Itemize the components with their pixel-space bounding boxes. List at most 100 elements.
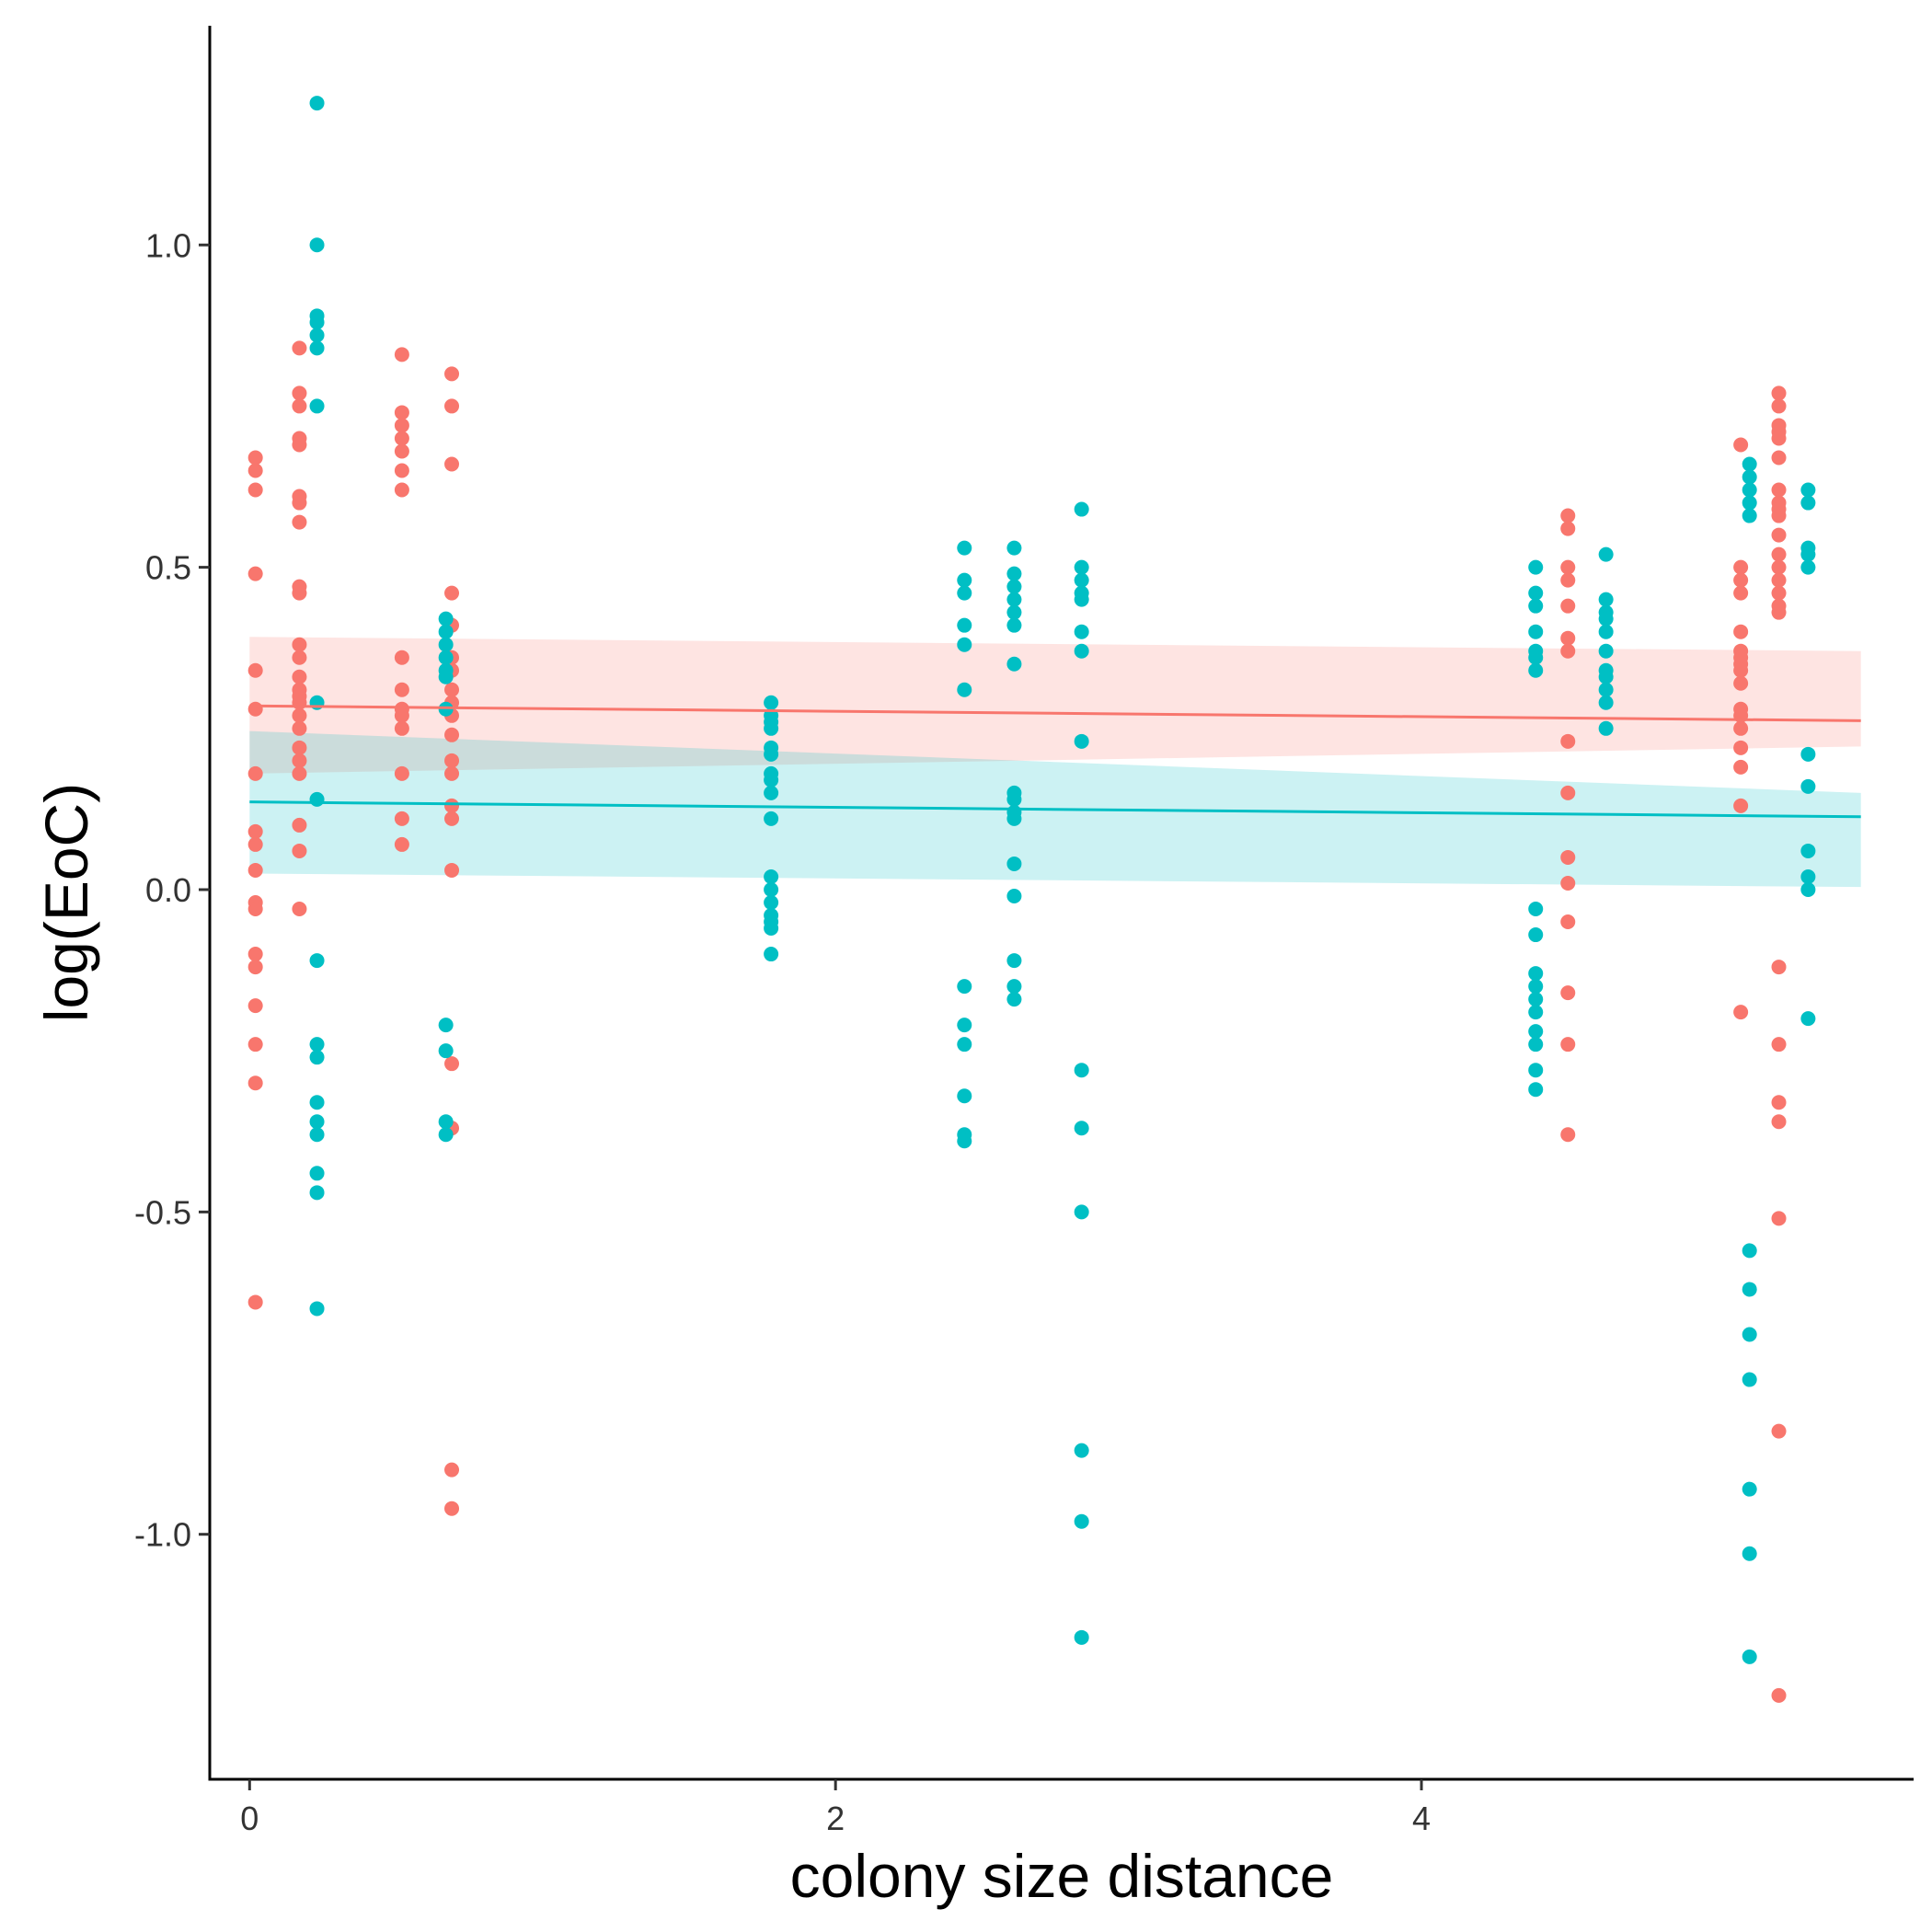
data-point: [1074, 592, 1089, 607]
data-point: [1771, 604, 1787, 620]
data-point: [1598, 546, 1614, 562]
data-point: [1074, 1121, 1089, 1136]
data-point: [1742, 1372, 1757, 1387]
data-point: [1733, 740, 1749, 755]
data-point: [247, 862, 263, 878]
data-point: [1006, 617, 1022, 633]
data-point: [1560, 875, 1576, 891]
data-point: [1733, 585, 1749, 601]
data-point: [957, 1133, 972, 1149]
data-point: [292, 740, 307, 755]
data-point: [957, 540, 972, 556]
data-point: [292, 385, 307, 401]
data-point: [1560, 598, 1576, 614]
data-point: [1733, 675, 1749, 691]
data-point: [444, 798, 460, 813]
x-axis-title: colony size distance: [790, 1842, 1334, 1910]
data-point: [1560, 508, 1576, 523]
data-point: [1006, 579, 1022, 594]
data-point: [309, 1185, 325, 1201]
data-point: [764, 921, 779, 937]
data-point: [247, 998, 263, 1014]
data-point: [1742, 1481, 1757, 1497]
data-point: [957, 1018, 972, 1033]
data-point: [1771, 431, 1787, 446]
data-point: [1771, 559, 1787, 575]
data-point: [1560, 985, 1576, 1001]
data-point: [1800, 495, 1816, 511]
data-point: [1742, 1243, 1757, 1259]
data-point: [1560, 643, 1576, 659]
data-point: [1742, 469, 1757, 485]
data-point: [1771, 960, 1787, 975]
data-point: [1560, 733, 1576, 749]
data-point: [1733, 437, 1749, 453]
data-point: [292, 765, 307, 781]
data-point: [1528, 585, 1544, 601]
data-point: [1800, 482, 1816, 498]
data-point: [394, 836, 409, 852]
data-point: [1006, 656, 1022, 672]
data-point: [438, 1043, 454, 1059]
data-point: [292, 340, 307, 356]
data-point: [444, 682, 460, 697]
data-point: [1560, 630, 1576, 646]
y-tick-label: 0.5: [145, 549, 191, 587]
data-point: [247, 662, 263, 678]
data-point: [444, 753, 460, 768]
data-point: [1006, 888, 1022, 903]
data-point: [309, 1037, 325, 1052]
x-tick-label: 2: [826, 1800, 845, 1837]
data-point: [1742, 1546, 1757, 1561]
data-point: [1006, 979, 1022, 995]
data-point: [1560, 849, 1576, 865]
data-point: [1742, 482, 1757, 498]
data-point: [1598, 695, 1614, 710]
data-point: [309, 96, 325, 111]
data-point: [764, 720, 779, 736]
data-point: [1771, 1095, 1787, 1110]
data-point: [247, 482, 263, 498]
data-point: [438, 1127, 454, 1143]
data-point: [1598, 624, 1614, 639]
y-tick-label: 0.0: [145, 871, 191, 909]
data-point: [1733, 572, 1749, 588]
data-point: [1800, 843, 1816, 858]
data-points: [247, 96, 1816, 1703]
data-point: [1598, 611, 1614, 627]
data-point: [394, 418, 409, 433]
data-point: [957, 979, 972, 995]
data-point: [1771, 450, 1787, 466]
data-point: [957, 585, 972, 601]
data-point: [1074, 733, 1089, 749]
data-point: [247, 1037, 263, 1052]
data-point: [1528, 598, 1544, 614]
data-point: [292, 398, 307, 414]
data-point: [292, 650, 307, 665]
data-point: [1560, 914, 1576, 930]
data-point: [1528, 979, 1544, 995]
data-point: [764, 785, 779, 800]
data-point: [444, 811, 460, 826]
data-point: [1528, 1005, 1544, 1020]
data-point: [1733, 624, 1749, 639]
data-point: [1528, 966, 1544, 982]
data-point: [394, 482, 409, 498]
fit-line-1: [249, 800, 1861, 819]
data-point: [1074, 1513, 1089, 1529]
data-point: [764, 811, 779, 826]
data-point: [394, 707, 409, 723]
data-point: [957, 1037, 972, 1052]
data-point: [957, 572, 972, 588]
data-point: [444, 1462, 460, 1478]
data-point: [292, 437, 307, 453]
data-point: [1528, 624, 1544, 639]
data-point: [309, 1301, 325, 1317]
data-point: [444, 1501, 460, 1516]
data-point: [1598, 592, 1614, 607]
data-point: [1006, 592, 1022, 607]
data-point: [394, 463, 409, 478]
data-point: [1771, 1211, 1787, 1226]
data-point: [1771, 398, 1787, 414]
